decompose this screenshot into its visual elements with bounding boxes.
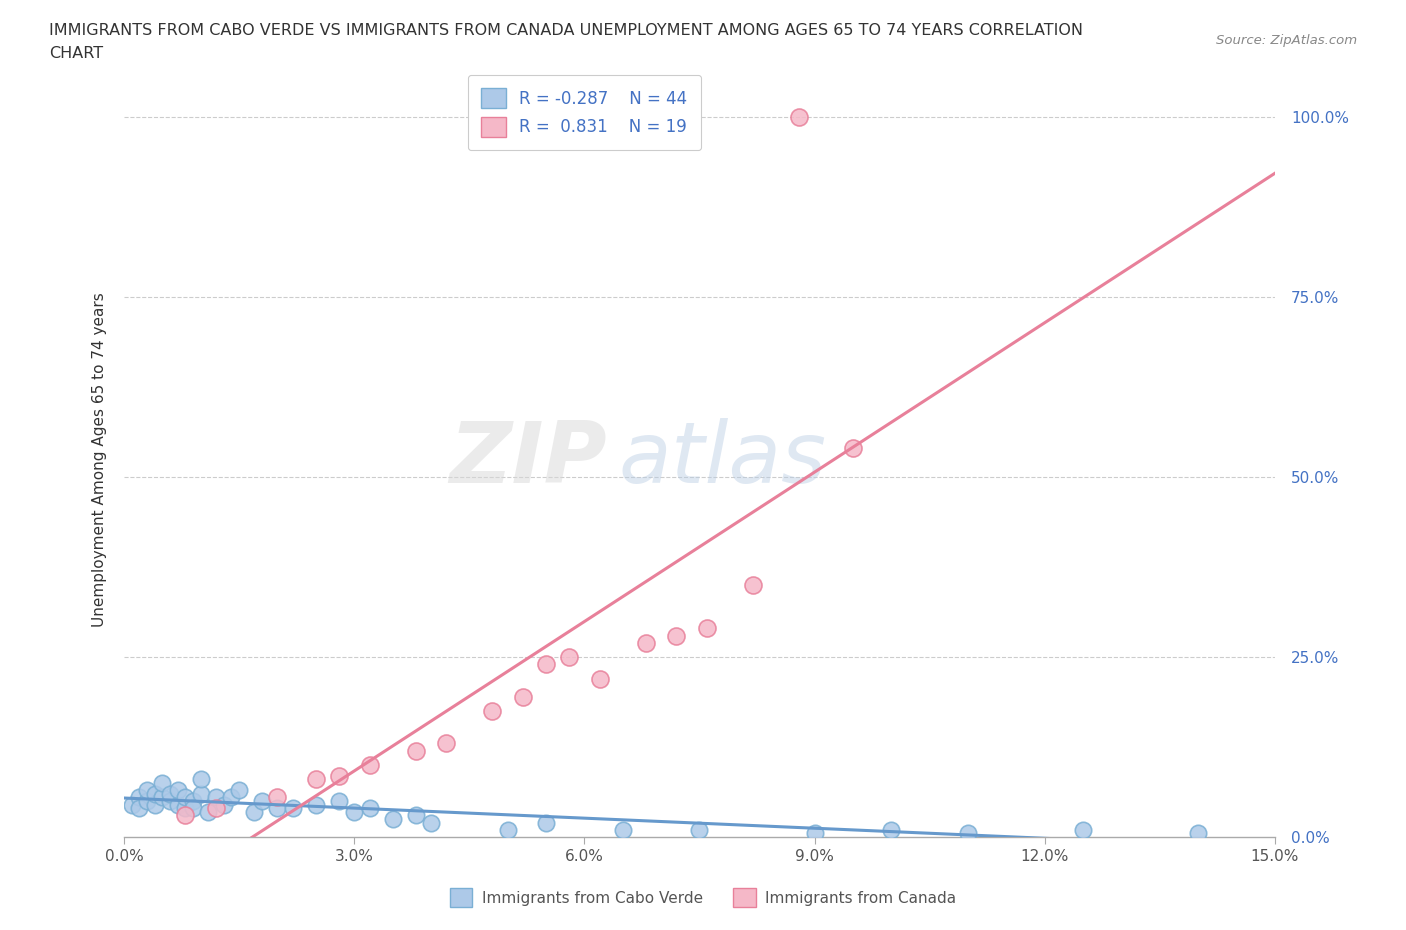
- Point: [381, 812, 404, 827]
- Text: CHART: CHART: [49, 46, 103, 61]
- Point: [136, 793, 159, 808]
- Point: [197, 804, 219, 819]
- Point: [174, 808, 197, 823]
- Legend: R = -0.287    N = 44, R =  0.831    N = 19: R = -0.287 N = 44, R = 0.831 N = 19: [468, 74, 702, 151]
- Point: [128, 790, 150, 804]
- Point: [328, 793, 350, 808]
- Point: [228, 783, 250, 798]
- Point: [787, 110, 810, 125]
- Point: [212, 797, 235, 812]
- Point: [181, 793, 204, 808]
- Y-axis label: Unemployment Among Ages 65 to 74 years: Unemployment Among Ages 65 to 74 years: [93, 292, 107, 627]
- Point: [328, 768, 350, 783]
- Point: [205, 790, 228, 804]
- Point: [159, 787, 181, 802]
- Point: [481, 704, 503, 719]
- Point: [589, 671, 612, 686]
- Point: [359, 758, 381, 773]
- Point: [434, 736, 457, 751]
- Point: [174, 790, 197, 804]
- Point: [612, 822, 634, 837]
- Point: [266, 790, 288, 804]
- Point: [496, 822, 519, 837]
- Point: [688, 822, 710, 837]
- Text: Source: ZipAtlas.com: Source: ZipAtlas.com: [1216, 34, 1357, 47]
- Point: [842, 441, 865, 456]
- Point: [665, 628, 688, 643]
- Point: [181, 801, 204, 816]
- Point: [1071, 822, 1094, 837]
- Point: [1187, 826, 1209, 841]
- Point: [405, 743, 427, 758]
- Legend: Immigrants from Cabo Verde, Immigrants from Canada: Immigrants from Cabo Verde, Immigrants f…: [443, 883, 963, 913]
- Point: [803, 826, 825, 841]
- Point: [305, 797, 328, 812]
- Text: atlas: atlas: [619, 418, 827, 500]
- Point: [956, 826, 979, 841]
- Point: [512, 689, 534, 704]
- Point: [143, 787, 166, 802]
- Point: [534, 816, 557, 830]
- Point: [742, 578, 765, 592]
- Point: [343, 804, 366, 819]
- Point: [880, 822, 903, 837]
- Point: [174, 801, 197, 816]
- Point: [534, 657, 557, 671]
- Point: [243, 804, 266, 819]
- Point: [419, 816, 441, 830]
- Point: [266, 801, 288, 816]
- Text: IMMIGRANTS FROM CABO VERDE VS IMMIGRANTS FROM CANADA UNEMPLOYMENT AMONG AGES 65 : IMMIGRANTS FROM CABO VERDE VS IMMIGRANTS…: [49, 23, 1083, 38]
- Point: [121, 797, 143, 812]
- Point: [205, 801, 228, 816]
- Point: [190, 772, 212, 787]
- Point: [250, 793, 273, 808]
- Point: [166, 783, 188, 798]
- Point: [136, 783, 159, 798]
- Point: [166, 797, 188, 812]
- Point: [634, 635, 657, 650]
- Point: [281, 801, 304, 816]
- Point: [558, 650, 581, 665]
- Point: [696, 621, 718, 636]
- Point: [359, 801, 381, 816]
- Point: [221, 790, 243, 804]
- Point: [305, 772, 328, 787]
- Point: [143, 797, 166, 812]
- Point: [150, 776, 173, 790]
- Text: ZIP: ZIP: [450, 418, 607, 500]
- Point: [190, 787, 212, 802]
- Point: [405, 808, 427, 823]
- Point: [150, 790, 173, 804]
- Point: [128, 801, 150, 816]
- Point: [159, 793, 181, 808]
